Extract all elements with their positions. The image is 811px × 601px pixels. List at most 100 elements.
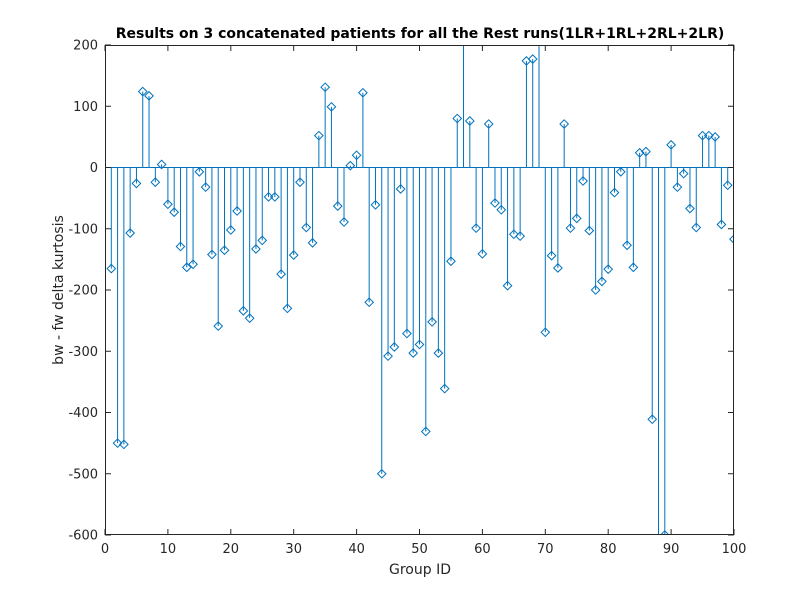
stem-marker	[232, 206, 242, 216]
y-tick-label: 0	[90, 161, 98, 176]
stem-marker	[641, 146, 651, 157]
stem-marker	[722, 180, 733, 191]
stem-marker	[402, 328, 412, 339]
stem-marker	[131, 178, 142, 189]
y-tick-label: 200	[73, 39, 98, 54]
stem-marker	[389, 342, 400, 352]
stem-marker	[628, 262, 639, 273]
stem-marker	[685, 203, 695, 214]
stem-marker	[125, 228, 136, 238]
stem-marker	[729, 234, 734, 245]
stem-marker	[433, 348, 444, 358]
stem-marker	[672, 182, 683, 193]
y-tick-label: -500	[68, 467, 98, 482]
x-tick-label: 60	[474, 542, 491, 557]
stem-marker	[502, 280, 513, 291]
chart-title: Results on 3 concatenated patients for a…	[116, 26, 725, 42]
stem-marker	[370, 199, 381, 210]
x-axis-ticks: 0 10 20 30 40 50 60 70 80 90 100	[101, 45, 747, 557]
stem-marker	[156, 159, 167, 170]
y-axis-ticks: 200 100 0 -100 -200 -300 -400 -500 -600	[68, 39, 734, 544]
stem-marker	[244, 313, 255, 324]
stem-marker	[508, 229, 519, 240]
stem-marker	[313, 130, 324, 141]
stem-marker	[703, 130, 714, 141]
stem-marker	[659, 530, 670, 535]
x-tick-label: 10	[160, 542, 177, 557]
stem-marker	[181, 262, 192, 273]
x-tick-label: 20	[223, 542, 240, 557]
stem-marker	[552, 263, 563, 273]
stem-marker	[351, 150, 362, 161]
stem-marker	[647, 414, 658, 425]
y-tick-label: -400	[68, 406, 98, 421]
stem-marker	[320, 82, 331, 93]
stem-marker	[282, 303, 293, 314]
stem-marker	[188, 259, 198, 270]
stem-marker	[615, 166, 626, 177]
stem-marker	[225, 225, 236, 235]
stem-marker	[269, 191, 280, 202]
stem-marker	[540, 327, 551, 338]
stem-marker	[565, 223, 576, 234]
stem-marker	[427, 316, 437, 327]
stem-marker	[571, 213, 582, 224]
x-tick-label: 30	[285, 542, 302, 557]
stem-marker	[691, 222, 702, 233]
stem-marker	[169, 207, 180, 218]
stem-marker	[326, 101, 337, 112]
y-tick-label: -100	[68, 222, 98, 237]
stem-marker	[452, 113, 463, 124]
y-axis-label: bw - fw delta kurtosis	[51, 215, 67, 365]
stem-marker	[383, 351, 393, 362]
stem-marker	[137, 86, 148, 97]
stem-marker	[295, 177, 305, 188]
stem-marker	[471, 223, 482, 234]
stem-marker	[584, 225, 595, 236]
stem-marker	[200, 182, 211, 193]
stem-marker	[515, 231, 526, 242]
stem-marker	[678, 168, 689, 179]
stem-marker	[213, 321, 224, 332]
stem-marker	[357, 87, 368, 98]
x-tick-label: 80	[600, 542, 617, 557]
stem-marker	[162, 199, 173, 210]
stem-marker	[446, 256, 456, 267]
x-tick-label: 100	[722, 542, 747, 557]
stem-marker	[345, 160, 356, 171]
y-tick-label: -200	[68, 284, 98, 299]
stem-marker	[464, 116, 475, 126]
x-tick-label: 0	[101, 542, 109, 557]
stem-marker	[175, 241, 186, 252]
stem-marker	[408, 348, 419, 358]
stem-marker	[414, 339, 425, 350]
x-tick-label: 90	[663, 542, 680, 557]
stem-marker	[420, 426, 431, 437]
stem-marker	[622, 240, 632, 251]
stem-marker	[332, 201, 343, 211]
stem-marker	[597, 276, 607, 287]
y-tick-label: -600	[68, 529, 98, 544]
stem-marker	[590, 285, 601, 295]
stem-marker	[112, 438, 123, 449]
y-tick-label: -300	[68, 345, 98, 360]
stem-marker	[496, 204, 507, 215]
stem-marker	[710, 131, 721, 142]
stem-marker	[609, 187, 620, 198]
stem-marker	[339, 217, 349, 227]
stem-marker	[376, 468, 387, 479]
x-tick-label: 50	[411, 542, 428, 557]
stem-marker	[288, 250, 299, 260]
stem-marker	[716, 219, 727, 230]
stem-marker	[439, 383, 450, 394]
x-tick-label: 70	[537, 542, 554, 557]
stem-series	[106, 45, 734, 535]
stem-marker	[307, 237, 318, 248]
stem-marker	[527, 54, 538, 64]
stem-marker	[207, 249, 217, 260]
stem-marker	[301, 222, 312, 233]
stem-marker	[666, 139, 677, 150]
stem-marker	[559, 119, 570, 129]
stem-marker	[546, 250, 557, 261]
